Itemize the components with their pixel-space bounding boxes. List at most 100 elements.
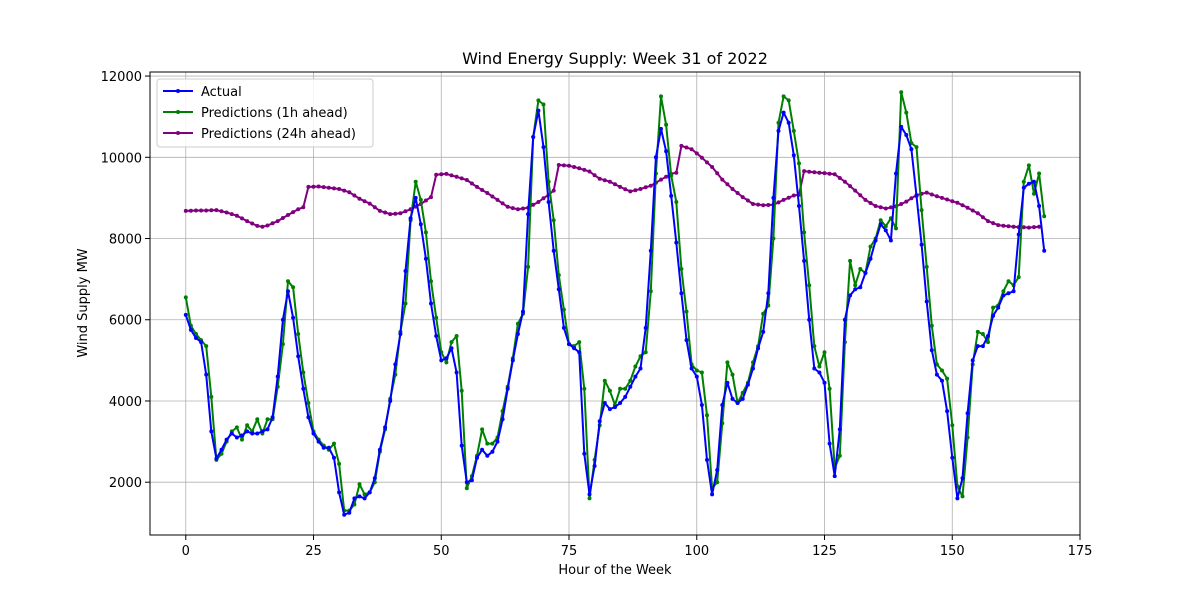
data-point-actual — [878, 222, 883, 227]
data-point-actual — [296, 354, 301, 359]
data-point-predictions-1h-ahead — [986, 340, 990, 345]
data-point-predictions-1h-ahead — [761, 311, 766, 316]
data-point-actual — [377, 447, 382, 452]
data-point-predictions-24h-ahead — [551, 188, 556, 193]
data-point-actual — [679, 291, 684, 296]
data-point-predictions-1h-ahead — [899, 90, 904, 95]
data-point-predictions-24h-ahead — [510, 206, 515, 211]
data-point-predictions-24h-ahead — [955, 200, 960, 205]
data-point-actual — [674, 240, 679, 245]
data-point-actual — [204, 372, 209, 377]
data-point-predictions-1h-ahead — [730, 372, 735, 377]
data-point-predictions-1h-ahead — [883, 224, 888, 229]
data-point-actual — [214, 456, 219, 461]
data-point-predictions-1h-ahead — [991, 305, 996, 310]
data-point-actual — [485, 453, 490, 458]
data-point-actual — [449, 346, 454, 351]
data-point-predictions-24h-ahead — [429, 195, 433, 200]
data-point-actual — [337, 490, 342, 495]
data-point-predictions-24h-ahead — [924, 190, 929, 195]
data-point-predictions-24h-ahead — [679, 143, 684, 148]
data-point-predictions-24h-ahead — [316, 184, 321, 189]
data-point-predictions-24h-ahead — [817, 170, 822, 175]
data-point-predictions-24h-ahead — [423, 198, 428, 203]
data-point-predictions-24h-ahead — [715, 171, 720, 176]
data-point-predictions-1h-ahead — [940, 368, 944, 373]
data-point-predictions-24h-ahead — [280, 216, 285, 220]
legend-swatch-marker — [176, 89, 180, 93]
data-point-predictions-1h-ahead — [357, 482, 362, 487]
series-group — [183, 90, 1047, 517]
data-point-predictions-24h-ahead — [848, 184, 853, 189]
data-point-predictions-1h-ahead — [807, 283, 812, 288]
data-point-actual — [822, 380, 827, 385]
data-point-predictions-24h-ahead — [577, 166, 582, 171]
data-point-predictions-24h-ahead — [710, 165, 715, 169]
data-point-predictions-1h-ahead — [904, 110, 909, 115]
data-point-predictions-1h-ahead — [771, 236, 776, 241]
data-point-predictions-24h-ahead — [194, 208, 198, 213]
data-point-predictions-24h-ahead — [735, 191, 740, 195]
data-point-actual — [469, 478, 474, 483]
data-point-predictions-1h-ahead — [694, 368, 699, 373]
data-point-actual — [643, 325, 648, 330]
data-point-predictions-24h-ahead — [853, 188, 858, 193]
data-point-actual — [388, 399, 393, 403]
data-point-predictions-1h-ahead — [301, 370, 306, 375]
data-point-actual — [429, 301, 433, 306]
data-point-predictions-1h-ahead — [919, 208, 924, 213]
data-point-actual — [1042, 248, 1047, 253]
data-point-predictions-24h-ahead — [883, 206, 888, 211]
data-point-predictions-24h-ahead — [1011, 224, 1016, 229]
data-point-predictions-1h-ahead — [454, 334, 459, 338]
data-point-predictions-1h-ahead — [699, 370, 704, 375]
data-point-predictions-24h-ahead — [388, 212, 393, 217]
data-point-actual — [1026, 181, 1031, 186]
legend-label: Actual — [201, 85, 242, 100]
legend: Actual Predictions (1h ahead) Predictions … — [156, 78, 374, 148]
data-point-predictions-1h-ahead — [449, 340, 454, 345]
data-point-predictions-24h-ahead — [791, 193, 796, 198]
data-point-actual — [802, 258, 807, 263]
data-point-predictions-1h-ahead — [536, 98, 541, 103]
data-point-actual — [817, 370, 822, 375]
data-point-predictions-1h-ahead — [204, 344, 209, 349]
data-point-predictions-24h-ahead — [1001, 223, 1006, 228]
data-point-actual — [572, 346, 577, 351]
data-point-predictions-1h-ahead — [337, 461, 342, 466]
data-point-actual — [582, 451, 587, 456]
data-point-predictions-1h-ahead — [894, 226, 898, 231]
data-point-actual — [653, 155, 658, 160]
x-tick-label: 100 — [684, 544, 709, 559]
data-point-predictions-24h-ahead — [868, 201, 873, 205]
data-point-actual — [475, 455, 479, 460]
data-point-actual — [705, 457, 709, 462]
data-point-actual — [587, 492, 592, 497]
data-point-predictions-24h-ahead — [643, 185, 648, 190]
data-point-actual — [699, 403, 704, 407]
data-point-actual — [797, 204, 801, 208]
data-point-predictions-24h-ahead — [521, 206, 525, 211]
data-point-predictions-24h-ahead — [567, 163, 571, 168]
data-point-predictions-1h-ahead — [822, 350, 827, 355]
data-point-predictions-24h-ahead — [357, 196, 362, 201]
data-point-predictions-1h-ahead — [234, 425, 239, 430]
data-point-predictions-24h-ahead — [873, 204, 878, 208]
data-point-actual — [321, 445, 326, 450]
data-point-predictions-24h-ahead — [1006, 224, 1011, 229]
data-point-predictions-24h-ahead — [469, 181, 474, 186]
data-point-predictions-1h-ahead — [480, 427, 485, 432]
data-point-predictions-24h-ahead — [842, 179, 847, 184]
data-point-predictions-24h-ahead — [485, 191, 490, 195]
data-point-actual — [960, 476, 965, 481]
data-point-predictions-24h-ahead — [480, 188, 485, 192]
data-point-actual — [638, 366, 643, 371]
data-point-actual — [909, 147, 914, 152]
data-point-predictions-24h-ahead — [837, 176, 842, 180]
data-point-actual — [592, 464, 597, 468]
data-point-predictions-24h-ahead — [372, 205, 377, 210]
data-point-actual — [950, 455, 955, 460]
data-point-predictions-1h-ahead — [643, 350, 648, 355]
data-point-predictions-24h-ahead — [582, 167, 587, 172]
